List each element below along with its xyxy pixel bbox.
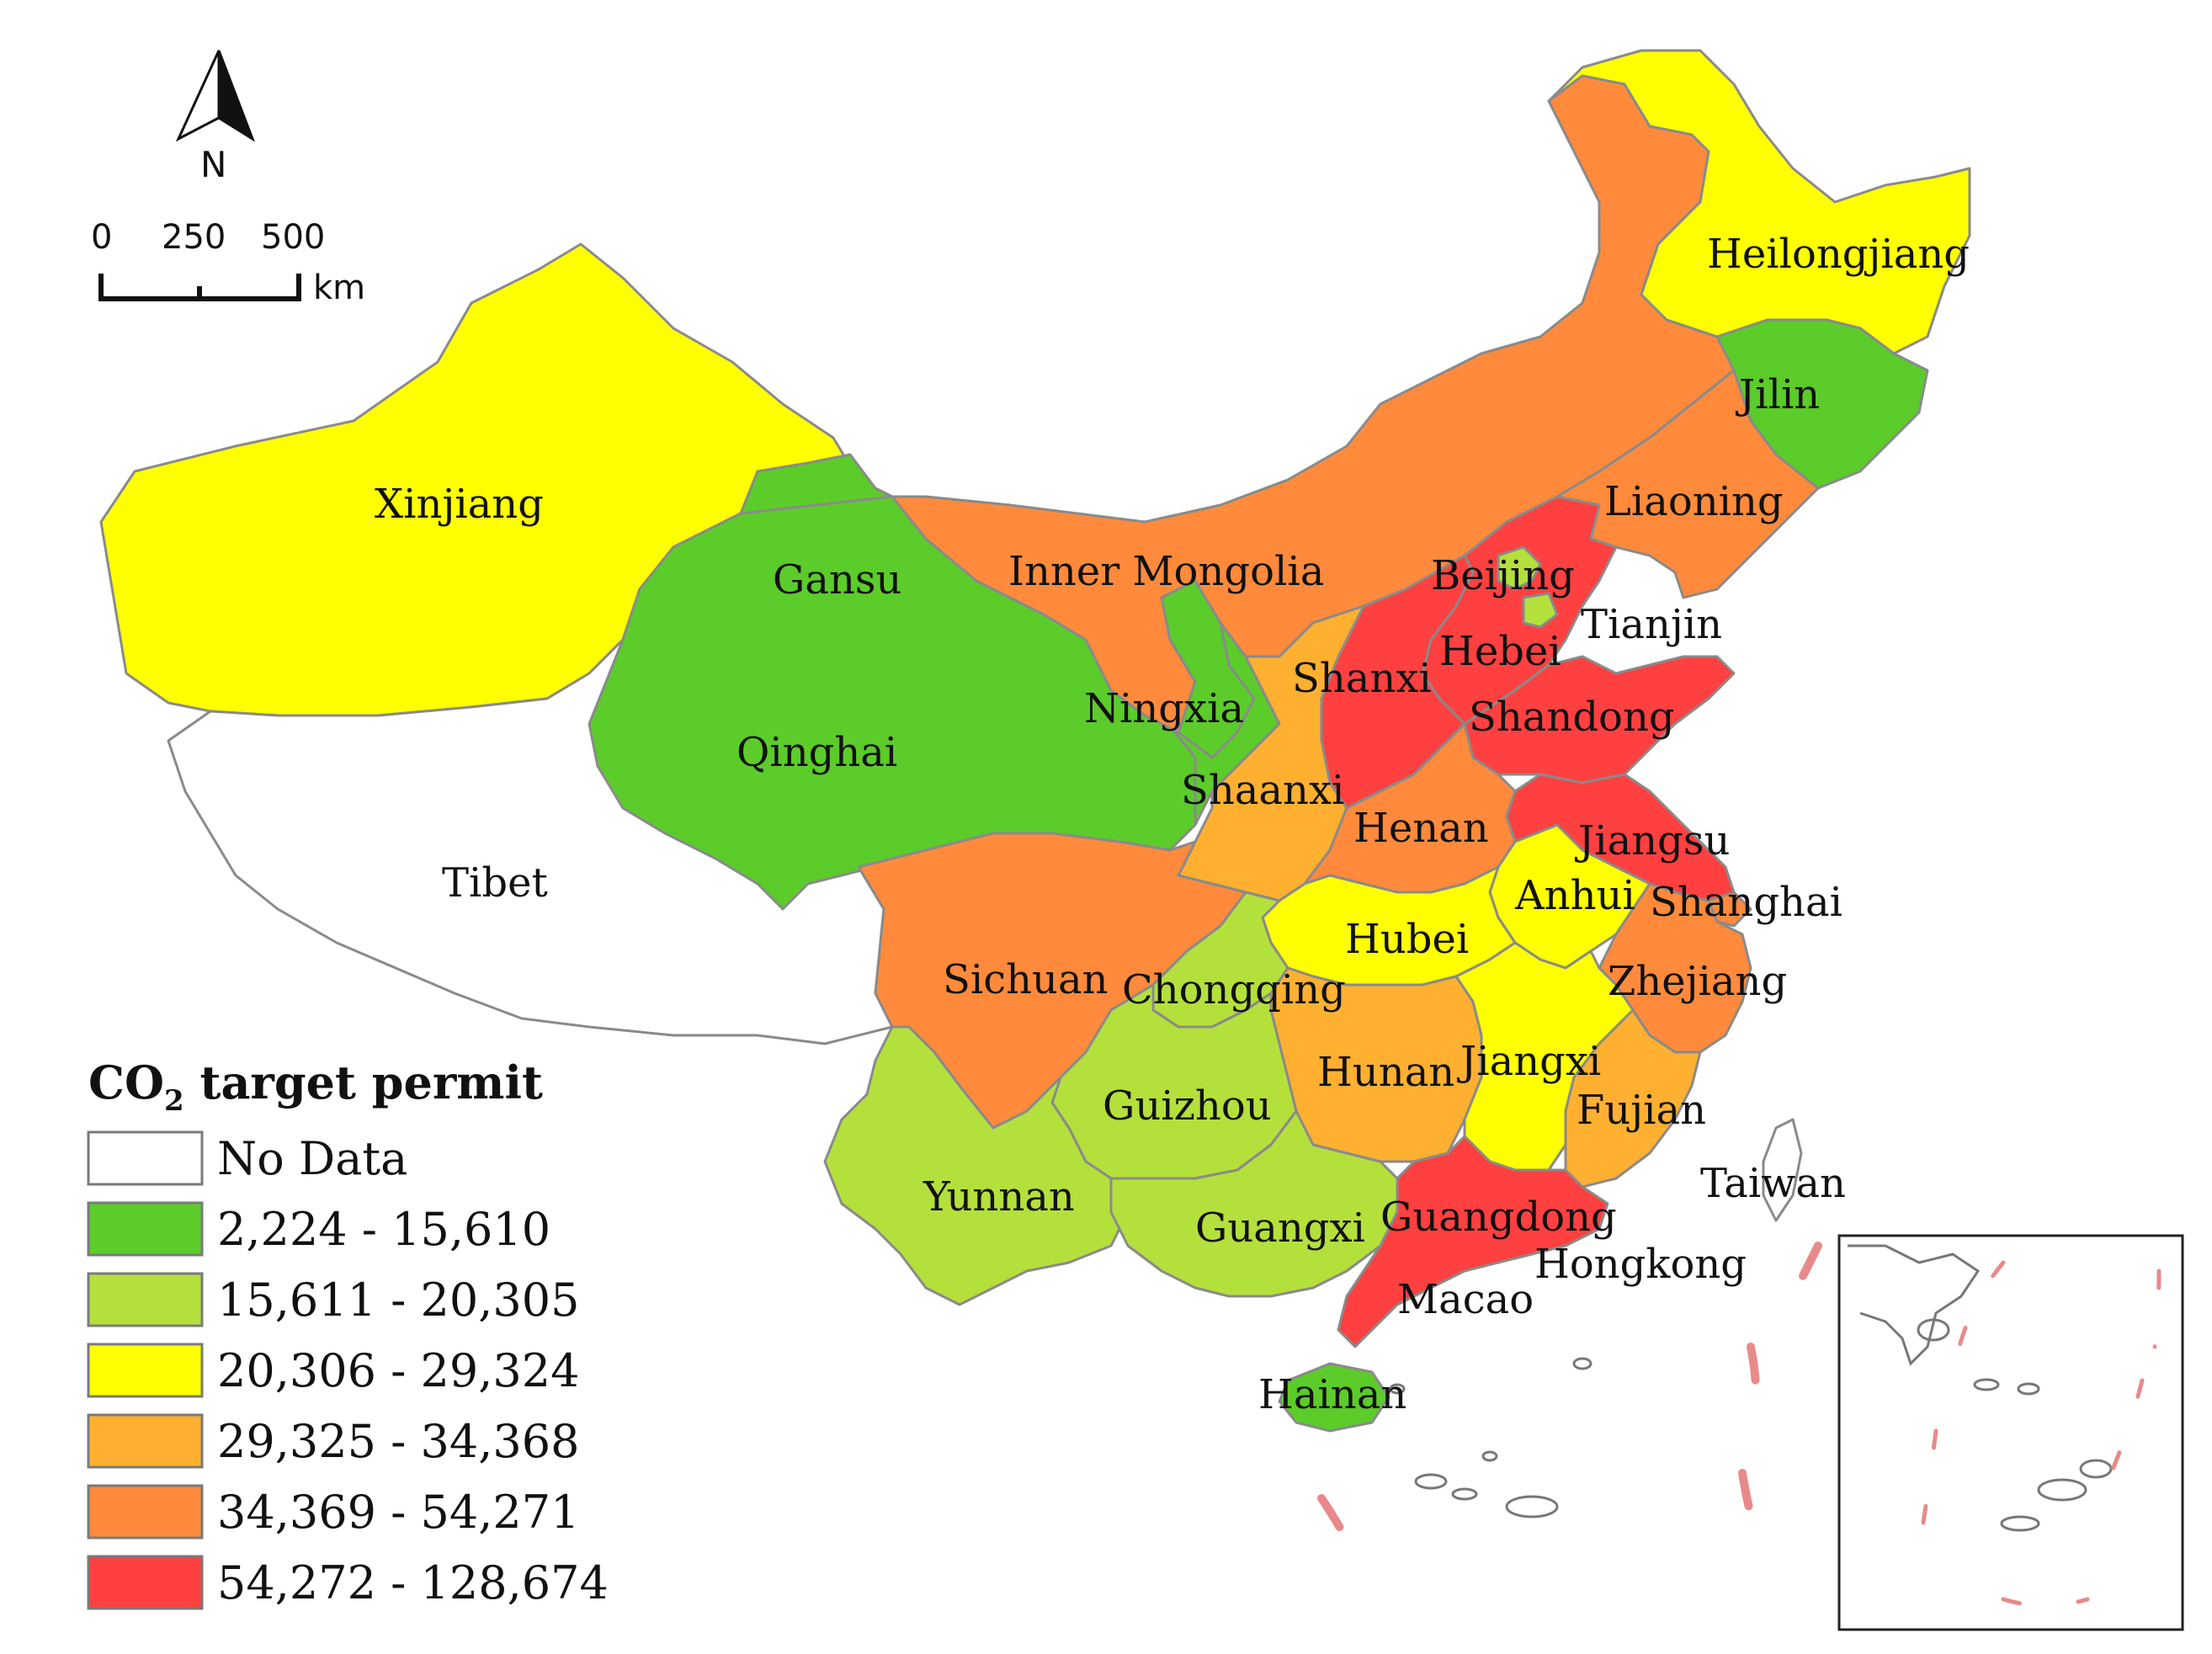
legend-label: 20,306 - 29,324 bbox=[217, 1344, 579, 1397]
legend-title: CO2 target permit bbox=[88, 1056, 543, 1118]
legend-title-rest: target permit bbox=[184, 1056, 543, 1109]
label-liaoning: Liaoning bbox=[1604, 478, 1784, 525]
legend-label: 54,272 - 128,674 bbox=[217, 1556, 609, 1609]
label-hunan: Hunan bbox=[1317, 1049, 1454, 1096]
north-label: N bbox=[200, 144, 226, 185]
label-macao: Macao bbox=[1397, 1276, 1534, 1323]
label-jilin: Jilin bbox=[1735, 371, 1820, 418]
province-yunnan bbox=[823, 1025, 1130, 1306]
label-gansu: Gansu bbox=[773, 556, 901, 604]
province-tianjin bbox=[1522, 592, 1559, 629]
province-shapes bbox=[99, 49, 1971, 1433]
inset-map bbox=[1837, 1234, 2184, 1631]
legend: CO2 target permit No Data 2,224 - 15,610 1… bbox=[87, 1056, 609, 1610]
label-henan: Henan bbox=[1353, 805, 1489, 852]
scale-tick-500: 500 bbox=[261, 218, 325, 257]
label-shanxi: Shanxi bbox=[1292, 655, 1432, 702]
legend-label: 15,611 - 20,305 bbox=[217, 1274, 579, 1327]
label-zhejiang: Zhejiang bbox=[1608, 958, 1787, 1005]
label-tianjin: Tianjin bbox=[1581, 601, 1722, 648]
label-beijing: Beijing bbox=[1431, 552, 1575, 599]
scale-unit: km bbox=[313, 269, 365, 307]
label-heilongjiang: Heilongjiang bbox=[1707, 231, 1970, 278]
label-taiwan: Taiwan bbox=[1700, 1160, 1846, 1207]
legend-label: 29,325 - 34,368 bbox=[217, 1415, 579, 1468]
scale-bar: 0 250 500 km bbox=[91, 218, 365, 307]
label-fujian: Fujian bbox=[1577, 1087, 1706, 1134]
legend-swatch bbox=[87, 1413, 204, 1469]
label-guangdong: Guangdong bbox=[1380, 1194, 1617, 1241]
label-hebei: Hebei bbox=[1439, 628, 1561, 675]
nine-dash-line bbox=[1317, 1242, 1822, 1545]
legend-title-sub: 2 bbox=[164, 1084, 184, 1118]
label-anhui: Anhui bbox=[1514, 872, 1635, 919]
legend-label: 34,369 - 54,271 bbox=[217, 1486, 579, 1539]
province-fujian bbox=[1564, 1008, 1702, 1189]
legend-swatch bbox=[87, 1484, 204, 1540]
province-taiwan bbox=[1762, 1118, 1803, 1222]
label-hongkong: Hongkong bbox=[1534, 1241, 1747, 1288]
legend-label: No Data bbox=[217, 1132, 407, 1185]
scale-tick-0: 0 bbox=[91, 218, 112, 257]
label-jiangxi: Jiangxi bbox=[1456, 1038, 1601, 1085]
label-guangxi: Guangxi bbox=[1195, 1205, 1365, 1252]
legend-swatch bbox=[87, 1201, 204, 1257]
legend-swatch bbox=[87, 1272, 204, 1327]
legend-swatch bbox=[87, 1555, 204, 1610]
province-liaoning bbox=[1555, 369, 1820, 599]
legend-items: No Data 2,224 - 15,610 15,611 - 20,305 20,3… bbox=[87, 1130, 609, 1610]
label-hubei: Hubei bbox=[1345, 916, 1469, 963]
south-sea-islands bbox=[1389, 1357, 1593, 1518]
legend-label: 2,224 - 15,610 bbox=[217, 1203, 550, 1256]
province-hainan bbox=[1278, 1362, 1390, 1433]
label-jiangsu: Jiangsu bbox=[1574, 817, 1730, 864]
north-arrow: N bbox=[175, 50, 255, 185]
label-shanghai: Shanghai bbox=[1650, 879, 1842, 926]
label-innermongolia: Inner Mongolia bbox=[1008, 548, 1324, 595]
label-hainan: Hainan bbox=[1258, 1371, 1406, 1418]
label-sichuan: Sichuan bbox=[943, 956, 1108, 1003]
label-shandong: Shandong bbox=[1469, 694, 1675, 741]
legend-title-co: CO bbox=[88, 1056, 164, 1109]
province-beijing bbox=[1497, 545, 1542, 591]
province-labels: Xinjiang Tibet Qinghai Gansu Inner Mongo… bbox=[375, 231, 1970, 1418]
label-tibet: Tibet bbox=[442, 859, 548, 907]
label-guizhou: Guizhou bbox=[1103, 1082, 1272, 1130]
label-ningxia: Ningxia bbox=[1084, 685, 1244, 732]
legend-swatch bbox=[87, 1343, 204, 1398]
label-xinjiang: Xinjiang bbox=[375, 481, 544, 528]
province-ningxia bbox=[1160, 579, 1256, 759]
label-qinghai: Qinghai bbox=[736, 729, 897, 776]
province-guangdong bbox=[1337, 1135, 1609, 1348]
label-chongqing: Chongqing bbox=[1122, 966, 1346, 1013]
label-yunnan: Yunnan bbox=[923, 1173, 1075, 1221]
legend-swatch bbox=[87, 1130, 204, 1186]
scale-tick-250: 250 bbox=[162, 218, 226, 257]
label-shaanxi: Shaanxi bbox=[1181, 767, 1344, 814]
